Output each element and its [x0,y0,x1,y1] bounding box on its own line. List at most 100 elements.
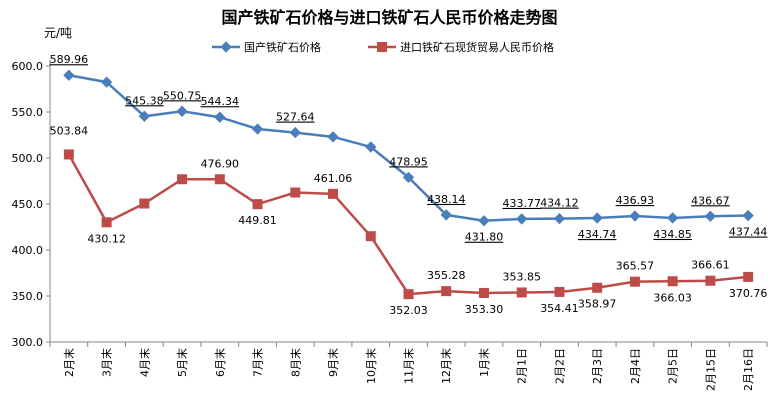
data-label: 503.84 [50,124,89,137]
x-tick-label: 3月末 [100,348,114,377]
data-point-import [252,199,263,210]
data-label: 461.06 [314,172,353,185]
x-tick-label: 10月末 [364,348,378,384]
x-tick-label: 2月1日 [516,348,529,384]
data-point-import [403,289,414,300]
y-tick-label: 350.0 [12,290,44,303]
data-label: 433.77 [502,197,541,210]
chart-title: 国产铁矿石价格与进口铁矿石人民币价格走势图 [221,8,558,27]
x-tick-label: 6月末 [213,348,227,377]
data-point-domestic [365,141,377,153]
data-label: 370.76 [729,287,768,300]
y-tick-label: 450.0 [12,198,44,211]
data-label: 353.30 [465,303,504,316]
y-tick-label: 500.0 [12,152,44,165]
data-point-domestic [440,209,452,221]
data-point-import [290,187,301,198]
x-tick-label: 5月末 [175,348,189,377]
data-point-import [478,287,489,298]
x-tick-label: 7月末 [251,348,265,377]
x-tick-label: 12月末 [439,348,453,384]
data-label: 365.57 [616,260,655,273]
legend-label: 进口铁矿石现货贸易人民币价格 [400,40,554,54]
y-axis-label: 元/吨 [44,26,73,40]
data-point-import [328,188,339,199]
data-label: 434.74 [578,228,617,241]
data-point-import [667,276,678,287]
data-point-domestic [704,210,717,222]
data-label: 544.34 [201,95,240,108]
data-point-import [177,174,188,185]
y-tick-label: 300.0 [12,336,44,349]
legend-square-icon [377,42,387,52]
data-point-domestic [63,69,75,81]
y-tick-label: 400.0 [12,244,44,257]
data-label: 527.64 [276,111,315,124]
data-point-domestic [289,126,301,139]
data-point-import [63,149,74,160]
data-point-domestic [667,212,679,224]
x-tick-label: 11月末 [402,348,416,384]
data-point-import [554,286,565,297]
legend-diamond-icon [220,41,232,53]
x-tick-label: 2月16日 [742,348,755,391]
data-point-import [705,275,716,286]
data-label: 436.93 [616,194,655,207]
data-point-import [441,286,452,297]
data-label: 355.28 [427,269,466,282]
data-point-import [214,174,225,185]
data-label: 437.44 [729,226,768,239]
data-point-domestic [327,131,339,143]
x-tick-label: 2月2日 [553,348,566,384]
data-label: 431.80 [465,231,504,244]
data-label: 366.03 [653,291,692,304]
data-label: 436.67 [691,194,730,207]
data-point-import [629,276,640,287]
data-label: 366.61 [691,259,730,272]
data-point-import [101,217,112,228]
data-point-import [516,287,527,298]
data-label: 449.81 [238,214,277,227]
data-label: 354.41 [540,302,579,315]
data-label: 353.85 [502,270,541,283]
data-point-domestic [478,215,490,227]
data-point-domestic [553,212,566,225]
x-tick-label: 9月末 [326,348,340,377]
data-label: 550.75 [163,89,202,102]
x-tick-label: 2月末 [62,348,76,377]
y-tick-label: 550.0 [12,106,44,119]
data-label: 434.12 [540,197,579,210]
data-label: 589.96 [50,53,89,66]
data-label: 438.14 [427,193,466,206]
data-point-import [365,231,376,242]
data-label: 352.03 [389,304,428,317]
data-point-domestic [516,213,528,225]
data-point-import [592,282,603,293]
data-point-domestic [402,171,415,184]
data-point-domestic [629,210,641,222]
x-tick-label: 8月末 [288,348,302,377]
x-tick-label: 4月末 [137,348,151,377]
x-tick-label: 2月15日 [704,348,717,391]
data-point-domestic [214,111,226,123]
x-tick-label: 1月末 [477,348,491,377]
data-label: 434.85 [653,228,692,241]
x-tick-label: 2月5日 [667,348,680,384]
data-label: 478.95 [389,155,428,168]
x-tick-label: 2月3日 [591,348,604,384]
data-label: 545.38 [125,94,164,107]
y-tick-label: 600.0 [12,60,44,73]
data-point-domestic [251,123,264,135]
data-point-domestic [176,105,188,117]
data-point-import [743,271,754,282]
data-label: 476.90 [201,157,240,170]
data-label: 430.12 [87,232,126,245]
data-point-domestic [591,212,603,224]
data-point-domestic [742,209,754,222]
legend-label: 国产铁矿石价格 [244,40,321,54]
data-point-import [139,198,150,209]
x-tick-label: 2月4日 [629,348,642,384]
data-label: 358.97 [578,298,617,311]
